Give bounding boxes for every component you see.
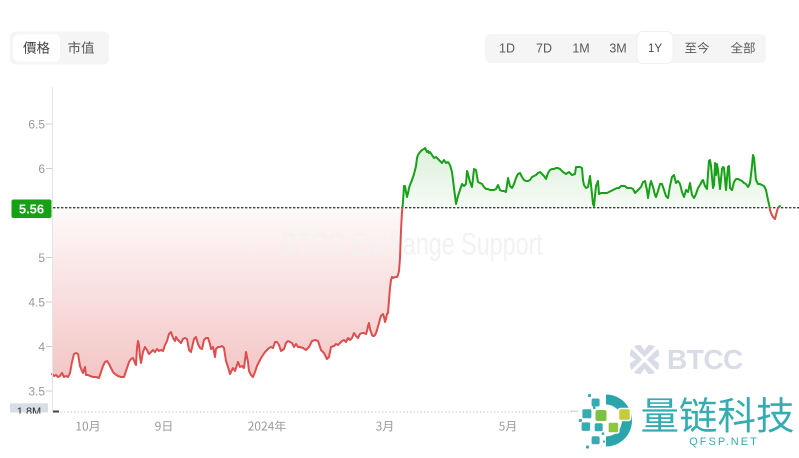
svg-text:4: 4 xyxy=(38,340,45,354)
svg-text:3M: 3M xyxy=(609,42,626,56)
svg-text:5.56: 5.56 xyxy=(19,202,44,217)
svg-text:QFSP.NET: QFSP.NET xyxy=(689,436,759,448)
svg-text:BTCC Exchange Support: BTCC Exchange Support xyxy=(281,226,543,261)
svg-text:1M: 1M xyxy=(572,42,589,56)
svg-text:BTCC: BTCC xyxy=(667,344,743,375)
svg-text:4.5: 4.5 xyxy=(28,295,45,309)
svg-text:7D: 7D xyxy=(536,42,552,56)
svg-text:3.5: 3.5 xyxy=(28,384,45,398)
svg-text:1Y: 1Y xyxy=(648,43,662,55)
svg-text:5: 5 xyxy=(38,251,45,265)
svg-text:1.8M: 1.8M xyxy=(17,406,41,418)
svg-text:6: 6 xyxy=(38,162,45,176)
svg-text:1D: 1D xyxy=(499,42,515,56)
svg-text:6.5: 6.5 xyxy=(28,117,45,131)
